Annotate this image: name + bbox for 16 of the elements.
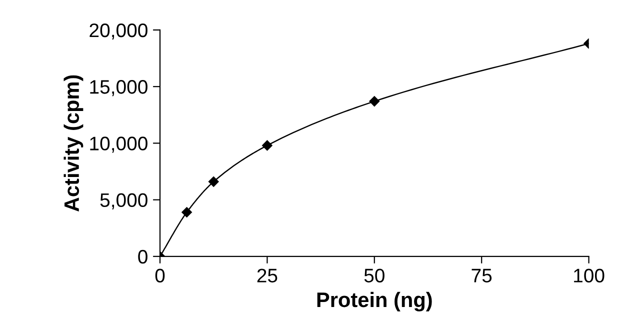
y-tick-label: 0 (138, 250, 148, 264)
x-tick-label: 50 (364, 268, 384, 282)
point (369, 96, 380, 106)
point (262, 140, 272, 151)
x-tick-label: 25 (257, 268, 278, 282)
x-axis-title: Protein (ng) (317, 292, 432, 312)
y-tick-label: 5,000 (100, 193, 148, 210)
y-axis-title: Activity (cpm) (64, 75, 84, 212)
point (208, 176, 219, 187)
x-tick-label: 0 (155, 268, 165, 282)
x-tick-label: 100 (574, 268, 604, 282)
point (182, 207, 192, 218)
y-tick-label: 10,000 (90, 136, 148, 153)
x-tick-label: 75 (472, 268, 492, 282)
y-tick-label: 20,000 (90, 23, 148, 40)
y-tick-label: 15,000 (90, 80, 148, 96)
